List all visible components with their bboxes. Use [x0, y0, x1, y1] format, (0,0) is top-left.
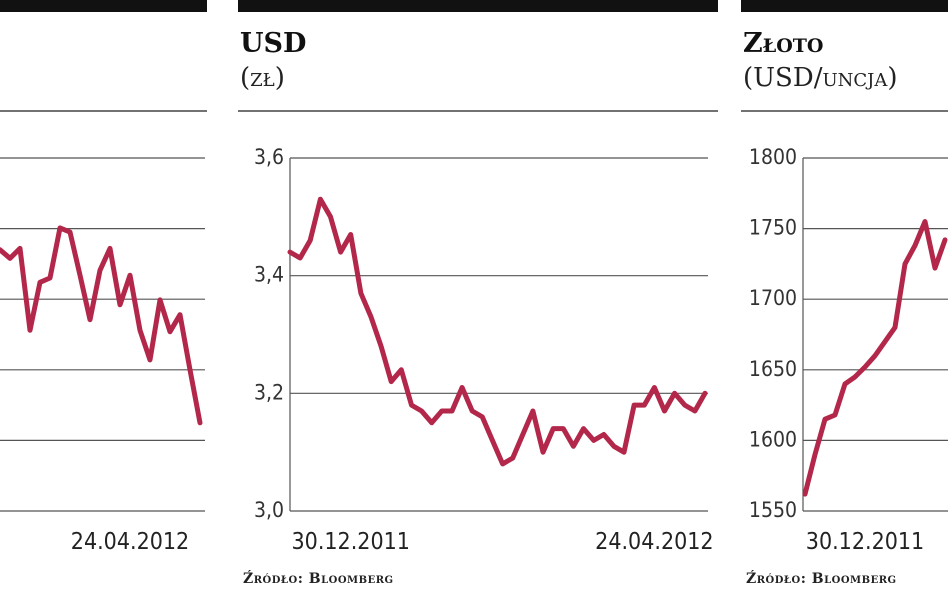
- y-tick-label: 1800: [749, 145, 797, 169]
- data-line: [287, 196, 708, 467]
- panel-subtitle: (USD/uncja): [743, 63, 898, 93]
- panel-subtitle: (zł): [240, 63, 285, 93]
- y-tick-label: 1700: [749, 286, 797, 310]
- source: Źródło: Bloomberg: [243, 569, 394, 587]
- header-bar: [741, 0, 948, 12]
- y-tick-label: 3,6: [254, 145, 284, 169]
- y-tick-label: 1600: [749, 427, 797, 451]
- y-tick-label: 3,2: [254, 380, 284, 404]
- x-tick-label: 30.12.2011: [806, 529, 924, 555]
- panel-title: USD: [240, 28, 306, 59]
- y-tick-label: 3,4: [254, 263, 284, 287]
- y-tick-label: 1550: [749, 498, 797, 522]
- header-bar: [0, 0, 207, 12]
- panel-title: Złoto: [743, 28, 823, 59]
- y-tick-label: 1650: [749, 357, 797, 381]
- y-tick-label: 1750: [749, 216, 797, 240]
- header-bar: [238, 0, 718, 12]
- y-tick-label: 3,0: [254, 498, 284, 522]
- x-tick-label: 24.04.2012: [71, 529, 189, 555]
- x-tick-label: 30.12.2011: [292, 529, 410, 555]
- x-tick-label: 24.04.2012: [595, 529, 713, 555]
- source: Źródło: Bloomberg: [746, 569, 897, 587]
- data-line: [802, 219, 948, 497]
- data-line: [0, 225, 203, 426]
